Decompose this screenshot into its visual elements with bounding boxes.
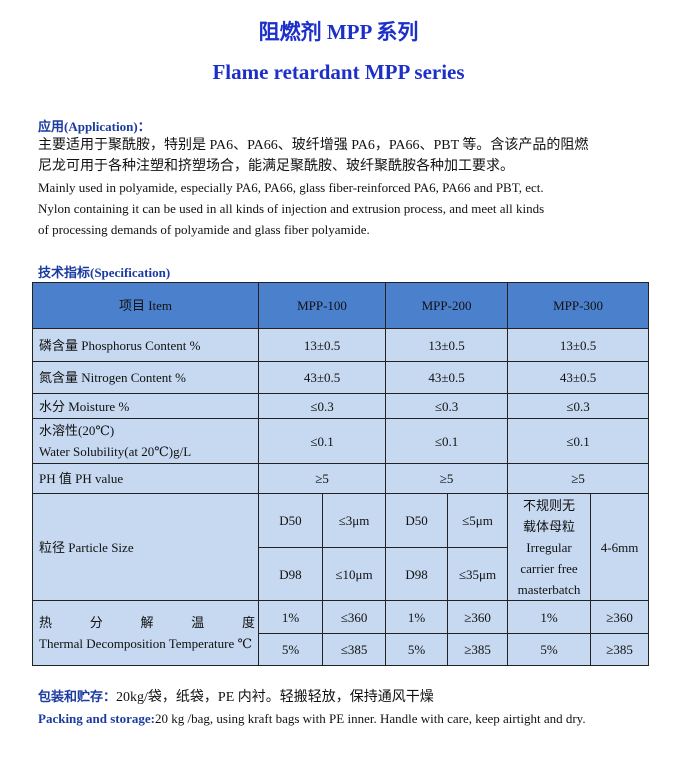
table-cell: ≤10μm — [321, 547, 387, 601]
table-cell: 43±0.5 — [257, 361, 387, 394]
row-label: 水溶性(20℃) Water Solubility(at 20℃)g/L — [32, 418, 259, 464]
table-cell: 5% — [258, 633, 323, 666]
table-cell: 13±0.5 — [507, 328, 650, 362]
table-cell: D98 — [258, 547, 323, 601]
packing-text-cn: 20kg/袋，纸袋，PE 内衬。轻搬轻放，保持通风干燥 — [116, 690, 434, 705]
table-cell: 1% — [385, 600, 449, 634]
application-text-cn: 主要适用于聚酰胺，特别是 PA6、PA66、玻纤增强 PA6，PA66、PBT … — [38, 135, 588, 177]
table-cell: 13±0.5 — [385, 328, 509, 362]
table-cell: 43±0.5 — [385, 361, 509, 394]
cell-line: Water Solubility(at 20℃)g/L — [39, 444, 192, 459]
application-heading: 应用(Application)： — [38, 119, 151, 134]
cell-line: 载体母粒 — [523, 518, 576, 534]
cell-line: 粒径 Particle Size — [39, 539, 134, 555]
specification-heading: 技术指标(Specification) — [38, 265, 171, 280]
cell-line: 水溶性(20℃) — [39, 423, 115, 438]
text-line: Mainly used in polyamide, especially PA6… — [38, 180, 544, 195]
table-cell: ≥385 — [590, 633, 650, 666]
header-cell: MPP-200 — [385, 282, 509, 329]
table-cell: 13±0.5 — [257, 328, 387, 362]
header-cell: MPP-300 — [507, 282, 650, 329]
table-row: 粒径 Particle Size D50 ≤3μm D50 ≤5μm 不规则无 载体母粒 Ir… — [32, 493, 650, 601]
table-row: 氮含量 Nitrogen Content % 43±0.5 43±0.5 43±0.5 — [32, 361, 650, 394]
table-row: D98 ≤10μm D98 ≤35μm — [33, 547, 649, 601]
application-text-en: Mainly used in polyamide, especially PA6… — [38, 177, 544, 240]
table-cell: ≥5 — [507, 463, 650, 494]
cell-line: 氮含量 Nitrogen Content % — [39, 370, 186, 385]
table-row: 项目 Item MPP-100 MPP-200 MPP-300 — [32, 282, 650, 329]
cell-line: 不规则无 — [523, 497, 576, 513]
table-row: 磷含量 Phosphorus Content % 13±0.5 13±0.5 13±0… — [32, 328, 650, 362]
table-cell: D50 — [385, 493, 449, 548]
packing-heading-en: Packing and storage: — [38, 711, 155, 726]
table-cell: ≥385 — [447, 633, 509, 666]
table-cell: D98 — [385, 547, 449, 601]
table-cell: ≤0.1 — [385, 418, 509, 464]
table-cell: ≤360 — [321, 600, 387, 634]
table-cell: ≤0.3 — [507, 393, 650, 419]
table-cell: ≥5 — [257, 463, 387, 494]
cell-line: 热 分 解 温 度 — [39, 615, 255, 630]
title-cn: 阻燃剂 MPP 系列 — [258, 20, 419, 44]
table-row: 水溶性(20℃) Water Solubility(at 20℃)g/L ≤0.1 ≤… — [32, 418, 650, 464]
text-line: of processing demands of polyamide and g… — [38, 222, 370, 237]
header-cell: 项目 Item — [32, 282, 259, 329]
spec-table: 项目 Item MPP-100 MPP-200 MPP-300 磷含量 Phosphor… — [32, 282, 650, 666]
table-cell: 1% — [258, 600, 323, 634]
cell-line: PH 值 PH value — [39, 471, 124, 486]
table-row: PH 值 PH value ≥5 ≥5 ≥5 — [32, 463, 650, 494]
text-line: Nylon containing it can be used in all k… — [38, 201, 545, 216]
title-en: Flame retardant MPP series — [212, 60, 465, 84]
packing-text-en: 20 kg /bag, using kraft bags with PE inn… — [155, 711, 586, 726]
table-cell: ≤0.1 — [257, 418, 387, 464]
cell-line: masterbatch — [517, 581, 581, 597]
table-cell: ≥5 — [385, 463, 509, 494]
table-cell: ≤35μm — [447, 547, 509, 601]
packing-heading-cn: 包装和贮存： — [38, 689, 117, 704]
table-row: 热 分 解 温 度 Thermal Decomposition Temperatu… — [32, 600, 650, 666]
text-line: 尼龙可用于各种注塑和挤塑场合，能满足聚酰胺、玻纤聚酰胺各种加工要求。 — [38, 159, 514, 174]
row-label: 水分 Moisture % — [32, 393, 259, 419]
table-row: 水分 Moisture % ≤0.3 ≤0.3 ≤0.3 — [32, 393, 650, 419]
table-cell: ≤3μm — [321, 493, 387, 548]
cell-line: carrier free — [520, 560, 578, 576]
packing-en: Packing and storage:20 kg /bag, using kr… — [38, 708, 598, 730]
packing-cn: 包装和贮存：20kg/袋，纸袋，PE 内衬。轻搬轻放，保持通风干燥 — [38, 686, 434, 708]
table-cell: 5% — [507, 633, 592, 666]
table-row: 5% ≤385 5% ≥385 5% ≥385 — [33, 633, 650, 666]
row-label: PH 值 PH value — [32, 463, 259, 494]
table-cell: D50 — [258, 493, 323, 548]
table-cell: 4-6mm — [590, 493, 650, 601]
table-cell: ≤385 — [321, 633, 387, 666]
table-cell: 43±0.5 — [507, 361, 650, 394]
table-cell: ≤5μm — [447, 493, 509, 548]
cell-line: Thermal Decomposition Temperature ℃ — [39, 636, 253, 651]
row-label: 粒径 Particle Size — [32, 493, 259, 601]
table-cell: ≤0.3 — [385, 393, 509, 419]
table-cell: 不规则无载体母粒 Irregular carrier free masterbatch — [507, 493, 592, 601]
cell-line: 磷含量 Phosphorus Content % — [39, 337, 201, 353]
header-cell: MPP-100 — [257, 282, 387, 329]
table-cell: ≥360 — [447, 600, 509, 634]
text-line: 主要适用于聚酰胺，特别是 PA6、PA66、玻纤增强 PA6，PA66、PBT … — [38, 138, 589, 153]
row-label: 氮含量 Nitrogen Content % — [32, 361, 259, 394]
row-label: 磷含量 Phosphorus Content % — [32, 328, 259, 362]
table-cell: 5% — [385, 633, 449, 666]
cell-line: 水分 Moisture % — [39, 398, 130, 414]
cell-line: Irregular — [526, 539, 572, 555]
table-cell: ≤0.3 — [257, 393, 387, 419]
row-label: 热 分 解 温 度 Thermal Decomposition Temperatu… — [32, 600, 259, 666]
table-cell: ≤0.1 — [507, 418, 650, 464]
table-cell: 1% — [507, 600, 592, 634]
table-cell: ≥360 — [590, 600, 650, 634]
